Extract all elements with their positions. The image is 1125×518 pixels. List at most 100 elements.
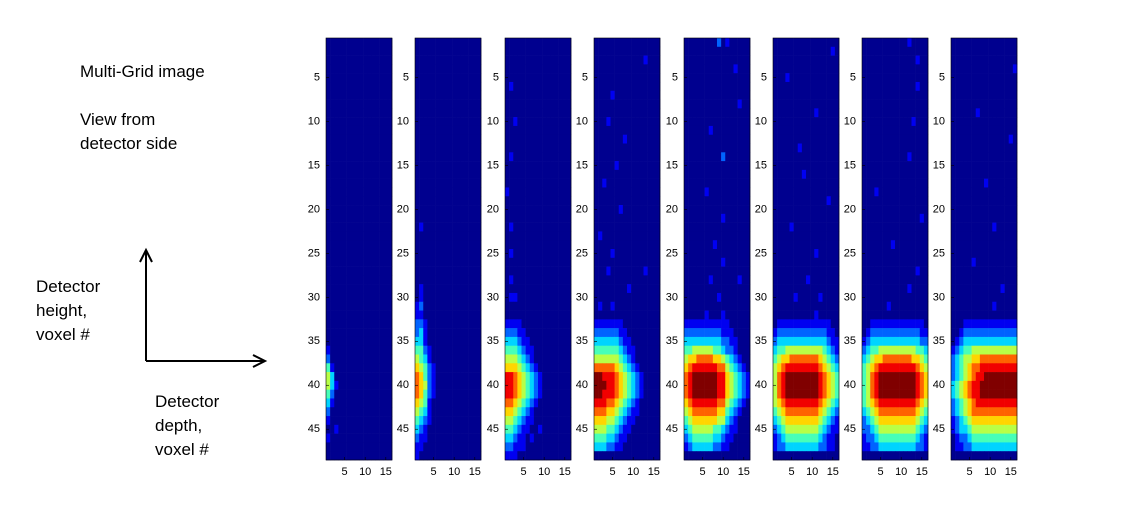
heatmap-cell xyxy=(606,372,611,382)
heatmap-cell xyxy=(915,81,921,92)
heatmap-cell xyxy=(383,231,389,241)
heatmap-cell xyxy=(822,389,827,399)
heatmap-cell xyxy=(712,328,718,338)
heatmap-cell xyxy=(826,178,832,188)
heatmap-cell xyxy=(696,380,701,390)
heatmap-cell xyxy=(383,222,389,232)
heatmap-cell xyxy=(785,161,790,171)
heatmap-cell xyxy=(729,433,734,443)
heatmap-cell xyxy=(745,46,751,56)
heatmap-cell xyxy=(777,398,782,408)
heatmap-cell xyxy=(822,73,827,83)
heatmap-cell xyxy=(696,424,701,434)
heatmap-cell xyxy=(334,125,339,136)
heatmap-cell xyxy=(700,178,705,188)
heatmap-cell xyxy=(647,38,653,48)
heatmap-cell xyxy=(452,90,457,100)
heatmap-cell xyxy=(801,169,807,179)
heatmap-cell xyxy=(594,90,599,100)
heatmap-cell xyxy=(472,213,478,223)
heatmap-cell xyxy=(427,73,432,83)
heatmap-cell xyxy=(882,143,888,153)
heatmap-cell xyxy=(431,213,436,223)
heatmap-cell xyxy=(419,178,424,188)
heatmap-cell xyxy=(554,178,559,188)
heatmap-cell xyxy=(460,266,465,276)
heatmap-cell xyxy=(538,363,543,373)
heatmap-cell xyxy=(594,64,599,74)
heatmap-cell xyxy=(334,284,339,294)
heatmap-cell xyxy=(334,81,339,92)
heatmap-cell xyxy=(562,380,568,390)
heatmap-cell xyxy=(655,73,661,83)
heatmap-cell xyxy=(448,451,453,461)
heatmap-cell xyxy=(423,319,428,329)
heatmap-cell xyxy=(688,64,693,74)
heatmap-cell xyxy=(342,336,347,347)
heatmap-cell xyxy=(688,363,693,373)
heatmap-cell xyxy=(729,275,734,285)
heatmap-cell xyxy=(606,319,611,329)
heatmap-cell xyxy=(359,354,364,364)
heatmap-cell xyxy=(562,372,568,382)
heatmap-cell xyxy=(562,205,568,215)
heatmap-cell xyxy=(427,152,432,162)
heatmap-cell xyxy=(700,222,705,232)
heatmap-cell xyxy=(330,442,335,452)
heatmap-cell xyxy=(464,46,469,56)
heatmap-cell xyxy=(542,319,547,329)
heatmap-cell xyxy=(423,134,428,144)
heatmap-cell xyxy=(550,257,555,267)
heatmap-cell xyxy=(415,108,420,118)
heatmap-panel xyxy=(415,38,482,461)
heatmap-cell xyxy=(773,46,778,56)
heatmap-cell xyxy=(415,301,420,311)
heatmap-cell xyxy=(789,363,794,373)
heatmap-cell xyxy=(460,46,465,56)
heatmap-cell xyxy=(810,451,815,461)
heatmap-cell xyxy=(509,372,514,382)
heatmap-cell xyxy=(696,389,701,399)
heatmap-cell xyxy=(354,108,360,118)
heatmap-cell xyxy=(566,125,572,136)
heatmap-cell xyxy=(777,205,782,215)
heatmap-cell xyxy=(729,55,734,65)
heatmap-cell xyxy=(781,416,786,426)
heatmap-cell xyxy=(655,398,661,408)
heatmap-cell xyxy=(435,249,441,259)
heatmap-cell xyxy=(606,143,611,153)
heatmap-cell xyxy=(696,108,701,118)
heatmap-cell xyxy=(594,152,599,162)
heatmap-cell xyxy=(866,38,871,48)
heatmap-cell xyxy=(456,354,461,364)
heatmap-cell xyxy=(529,249,535,259)
heatmap-cell xyxy=(622,416,628,426)
heatmap-cell xyxy=(741,55,747,65)
heatmap-cell xyxy=(830,380,836,390)
heatmap-cell xyxy=(717,73,722,83)
heatmap-cell xyxy=(452,196,457,206)
heatmap-cell xyxy=(651,169,657,179)
heatmap-cell xyxy=(558,108,564,118)
heatmap-cell xyxy=(745,354,751,364)
heatmap-cell xyxy=(610,284,615,294)
heatmap-cell xyxy=(387,99,393,109)
heatmap-cell xyxy=(834,372,840,382)
heatmap-cell xyxy=(793,442,799,452)
heatmap-cell xyxy=(448,169,453,179)
heatmap-cell xyxy=(375,442,380,452)
heatmap-cell xyxy=(822,433,827,443)
heatmap-cell xyxy=(733,55,738,65)
heatmap-cell xyxy=(562,319,568,329)
heatmap-cell xyxy=(529,292,535,303)
heatmap-cell xyxy=(509,416,514,426)
heatmap-cell xyxy=(342,389,347,399)
heatmap-cell xyxy=(862,81,867,92)
heatmap-cell xyxy=(741,275,747,285)
heatmap-cell xyxy=(367,90,372,100)
heatmap-cell xyxy=(334,90,339,100)
heatmap-cell xyxy=(542,328,547,338)
heatmap-cell xyxy=(566,55,572,65)
heatmap-cell xyxy=(525,354,531,364)
heatmap-cell xyxy=(785,319,790,329)
